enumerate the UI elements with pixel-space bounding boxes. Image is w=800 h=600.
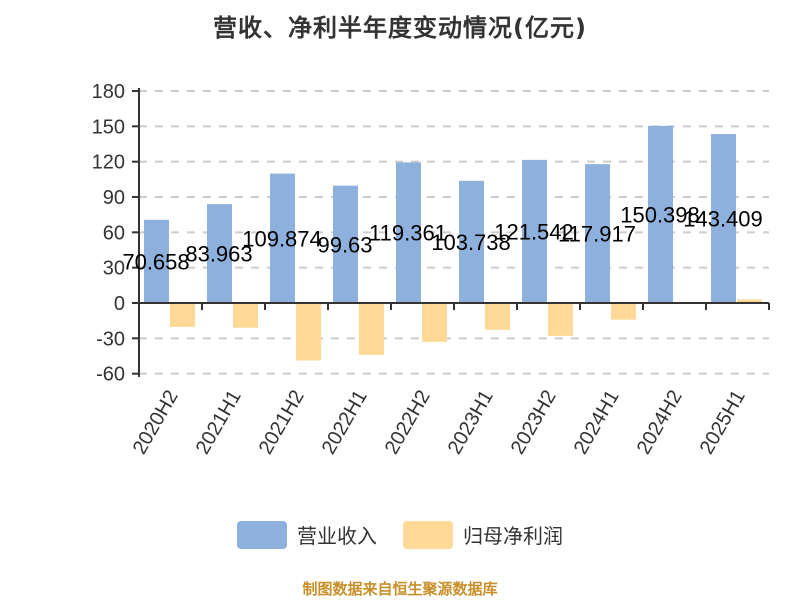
revenue-data-label: 83.963 xyxy=(185,242,252,267)
x-tick-label: 2020H2 xyxy=(129,387,183,459)
revenue-bar xyxy=(396,162,421,303)
net-profit-bar xyxy=(296,303,321,361)
net-profit-bar xyxy=(548,303,573,336)
net-profit-bar xyxy=(233,303,258,328)
y-tick-label: 180 xyxy=(92,81,125,103)
net-profit-bar xyxy=(611,303,636,320)
revenue-data-label: 121.542 xyxy=(494,219,574,244)
revenue-bar xyxy=(459,180,484,303)
revenue-data-label: 117.917 xyxy=(558,222,636,247)
revenue-data-label: 143.409 xyxy=(683,207,763,232)
revenue-bar xyxy=(270,173,295,303)
revenue-bar xyxy=(711,134,736,303)
revenue-bar xyxy=(333,185,358,303)
y-tick-label: 30 xyxy=(103,258,125,280)
x-tick-label: 2021H2 xyxy=(255,387,309,459)
legend-item-revenue[interactable]: 营业收入 xyxy=(237,520,377,549)
revenue-data-label: 150.398 xyxy=(620,202,700,227)
revenue-bar xyxy=(585,164,610,303)
net-profit-bar xyxy=(737,299,762,303)
data-source-footer: 制图数据来自恒生聚源数据库 xyxy=(302,580,498,598)
x-tick-label: 2024H1 xyxy=(570,387,624,459)
y-tick-label: -30 xyxy=(96,328,125,350)
revenue-data-label: 109.874 xyxy=(242,226,322,251)
y-tick-label: 60 xyxy=(103,222,125,244)
revenue-data-label: 70.658 xyxy=(122,249,189,274)
legend: 营业收入 归母净利润 xyxy=(0,520,800,549)
x-tick-label: 2024H2 xyxy=(633,387,687,459)
revenue-data-label: 99.63 xyxy=(317,232,372,257)
chart-title: 营收、净利半年度变动情况(亿元) xyxy=(213,14,587,42)
y-tick-label: 0 xyxy=(114,293,125,315)
revenue-data-label: 119.361 xyxy=(369,221,447,246)
legend-label-revenue: 营业收入 xyxy=(297,524,377,548)
legend-swatch-revenue xyxy=(237,520,287,549)
legend-item-net-profit[interactable]: 归母净利润 xyxy=(403,520,563,549)
y-tick-label: 150 xyxy=(92,116,125,138)
x-tick-label: 2021H1 xyxy=(192,387,246,459)
revenue-bar xyxy=(648,125,673,303)
x-tick-label: 2023H1 xyxy=(444,387,498,459)
net-profit-bar xyxy=(485,303,510,330)
x-tick-label: 2022H1 xyxy=(318,387,372,459)
net-profit-bar xyxy=(422,303,447,342)
y-tick-label: 90 xyxy=(103,187,125,209)
legend-label-net-profit: 归母净利润 xyxy=(463,524,563,548)
x-tick-label: 2025H1 xyxy=(696,387,750,459)
net-profit-bar xyxy=(170,303,195,327)
legend-swatch-net-profit xyxy=(403,520,453,549)
x-tick-label: 2023H2 xyxy=(507,387,561,459)
revenue-bar xyxy=(144,219,169,303)
revenue-bar xyxy=(207,204,232,303)
y-tick-label: -60 xyxy=(96,364,125,386)
net-profit-bar xyxy=(359,303,384,355)
revenue-bar xyxy=(522,159,547,303)
y-tick-label: 120 xyxy=(92,152,125,174)
revenue-data-label: 103.738 xyxy=(431,230,511,255)
x-tick-label: 2022H2 xyxy=(381,387,435,459)
